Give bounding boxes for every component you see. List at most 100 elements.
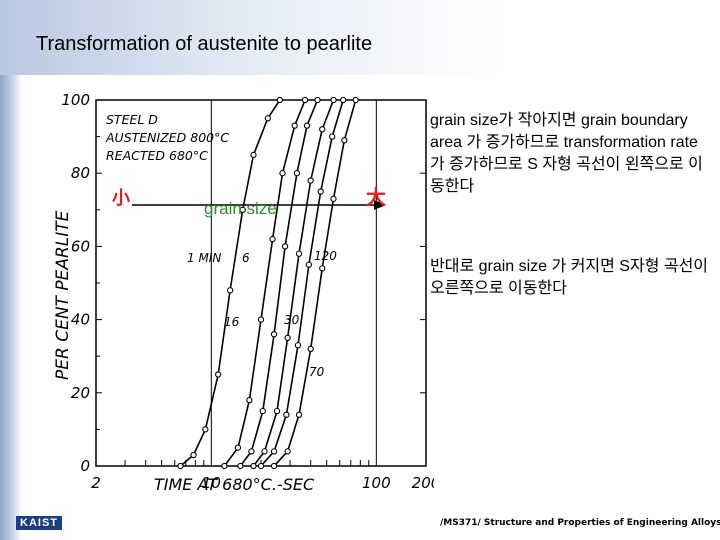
y-tick-label-20: 20 xyxy=(71,384,90,402)
y-tick-label-40: 40 xyxy=(71,311,90,329)
data-point xyxy=(319,265,326,272)
data-point xyxy=(305,261,313,268)
explanation-text-small-grain: grain size가 작아지면 grain boundary area 가 증… xyxy=(430,112,703,195)
series-line xyxy=(273,99,357,467)
x-tick-label-100: 100 xyxy=(362,474,391,492)
data-point xyxy=(215,371,222,378)
data-point xyxy=(270,331,278,338)
y-axis-label: PER CENT PEARLITE xyxy=(53,210,73,380)
y-tick-label-100: 100 xyxy=(61,91,90,109)
series-line xyxy=(252,99,335,467)
data-point xyxy=(307,345,314,353)
data-point xyxy=(317,188,324,195)
axis-titles: TIME AT 680°C.-SEC PER CENT PEARLITE xyxy=(53,210,315,494)
data-point xyxy=(340,96,347,104)
kaist-logo: KAIST xyxy=(16,516,62,530)
data-point xyxy=(293,170,301,177)
chart-legend: 1 MIN 6 16 30 70 120 STEEL D AUSTENIZED 800°C RE… xyxy=(105,112,337,379)
series-70 xyxy=(257,96,347,470)
series-line xyxy=(223,99,306,467)
grain-size-arrow-label: grain size xyxy=(204,199,277,218)
data-point xyxy=(352,96,359,104)
series-label-70: 70 xyxy=(309,365,325,379)
data-point xyxy=(330,195,337,202)
data-point xyxy=(270,462,278,470)
chart-container: 2 10 100 200 0 20 40 60 80 100 1 MIN 6 16 30 70 120 STE… xyxy=(44,80,434,500)
y-tick-label-80: 80 xyxy=(71,164,90,182)
data-point xyxy=(307,177,314,184)
data-point xyxy=(341,137,348,144)
data-point xyxy=(284,334,291,342)
data-point xyxy=(291,122,298,129)
series-label-1-min: 1 MIN xyxy=(187,251,221,265)
data-point xyxy=(283,411,290,418)
series-1-min xyxy=(177,96,283,470)
data-point xyxy=(261,448,268,455)
series-16 xyxy=(237,96,321,470)
course-footer: /MS371/ Structure and Properties of Engi… xyxy=(440,518,720,528)
data-point xyxy=(257,316,265,323)
series-30 xyxy=(250,96,337,470)
series-6 xyxy=(221,96,309,470)
legend-line-2: REACTED 680°C xyxy=(106,148,208,163)
y-tick-label-0: 0 xyxy=(80,457,90,475)
plot-frame xyxy=(95,99,427,467)
data-point xyxy=(234,444,242,451)
small-grain-label: 小 xyxy=(112,188,130,209)
series-label-30: 30 xyxy=(284,313,300,327)
series-label-16: 16 xyxy=(224,315,240,329)
x-tick-label-10: 10 xyxy=(202,474,221,492)
data-point xyxy=(276,96,283,104)
data-point xyxy=(226,287,234,294)
grain-size-arrow-head xyxy=(374,200,386,210)
large-grain-label: 大 xyxy=(366,185,386,209)
data-point xyxy=(257,462,265,470)
y-tick-label-60: 60 xyxy=(71,237,90,255)
legend-line-1: AUSTENIZED 800°C xyxy=(105,130,229,145)
legend-line-0: STEEL D xyxy=(106,112,158,127)
data-point xyxy=(239,206,246,213)
data-point xyxy=(284,448,291,455)
data-point xyxy=(330,96,337,104)
data-point xyxy=(281,243,289,250)
series-line xyxy=(260,99,344,467)
data-point xyxy=(319,126,326,133)
data-point xyxy=(190,451,197,459)
data-point xyxy=(250,151,257,159)
data-point xyxy=(295,250,303,257)
data-point xyxy=(237,462,244,470)
data-point xyxy=(264,115,271,122)
pearlite-transformation-chart: 2 10 100 200 0 20 40 60 80 100 1 MIN 6 16 30 70 120 STE… xyxy=(53,91,434,494)
data-point xyxy=(303,122,311,129)
grain-size-annotation: 小 大 grain size xyxy=(112,185,386,218)
data-point xyxy=(246,396,253,404)
x-tick-label-2: 2 xyxy=(91,474,101,492)
data-point xyxy=(250,462,257,470)
data-point xyxy=(270,448,278,455)
series-line xyxy=(239,99,319,467)
series-label-6: 6 xyxy=(242,251,250,265)
axis-ticks: 2 10 100 200 0 20 40 60 80 100 xyxy=(61,91,434,492)
data-point xyxy=(301,96,309,104)
data-point xyxy=(269,235,276,243)
slide-header-band xyxy=(0,0,720,75)
x-axis-label: TIME AT 680°C.-SEC xyxy=(154,475,315,494)
data-point xyxy=(295,411,303,418)
data-point xyxy=(202,426,209,433)
data-series xyxy=(177,96,359,470)
slide-sidebar-decoration xyxy=(0,0,22,540)
x-tick-label-200: 200 xyxy=(412,474,434,492)
data-point xyxy=(248,448,255,455)
data-point xyxy=(177,462,184,470)
data-point xyxy=(294,342,302,349)
data-point xyxy=(314,96,321,104)
data-point xyxy=(279,170,286,177)
data-point xyxy=(259,407,266,415)
data-point xyxy=(329,133,336,140)
series-120 xyxy=(270,96,359,470)
series-label-120: 120 xyxy=(314,249,337,263)
data-point xyxy=(273,407,281,415)
slide-title: Transformation of austenite to pearlite xyxy=(36,33,373,55)
explanation-text-large-grain: 반대로 grain size 가 커지면 S자형 곡선이 오른쪽으로 이동한다 xyxy=(430,258,709,297)
data-point xyxy=(221,462,228,470)
